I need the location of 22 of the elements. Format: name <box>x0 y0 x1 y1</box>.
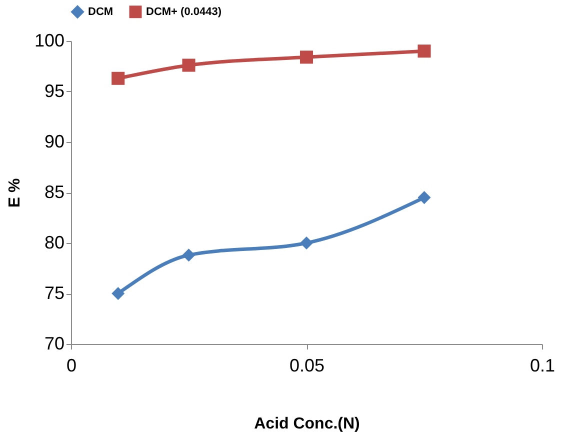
y-tick-label: 80 <box>44 232 64 252</box>
x-tick-label: 0.1 <box>530 356 556 376</box>
point <box>112 286 125 300</box>
x-axis-title: Acid Conc.(N) <box>254 416 360 432</box>
point <box>300 50 314 64</box>
y-tick-label: 100 <box>34 30 64 50</box>
x-tick-label: 0 <box>66 356 77 376</box>
point <box>418 44 431 58</box>
y-axis-title: E % <box>6 178 24 208</box>
x-tick-label: 0.05 <box>289 356 325 376</box>
y-tick-label: 75 <box>44 283 64 303</box>
legend-label: DCM+ (0.0443) <box>146 6 222 18</box>
y-tick-label: 70 <box>44 334 64 354</box>
point <box>300 236 314 250</box>
legend-label: DCM <box>88 6 114 18</box>
y-tick-label: 85 <box>44 182 64 202</box>
y-tick-label: 90 <box>44 132 64 152</box>
point <box>182 58 196 72</box>
point <box>182 248 196 262</box>
y-tick-label: 95 <box>44 81 64 101</box>
point <box>112 72 125 85</box>
point <box>418 191 431 204</box>
